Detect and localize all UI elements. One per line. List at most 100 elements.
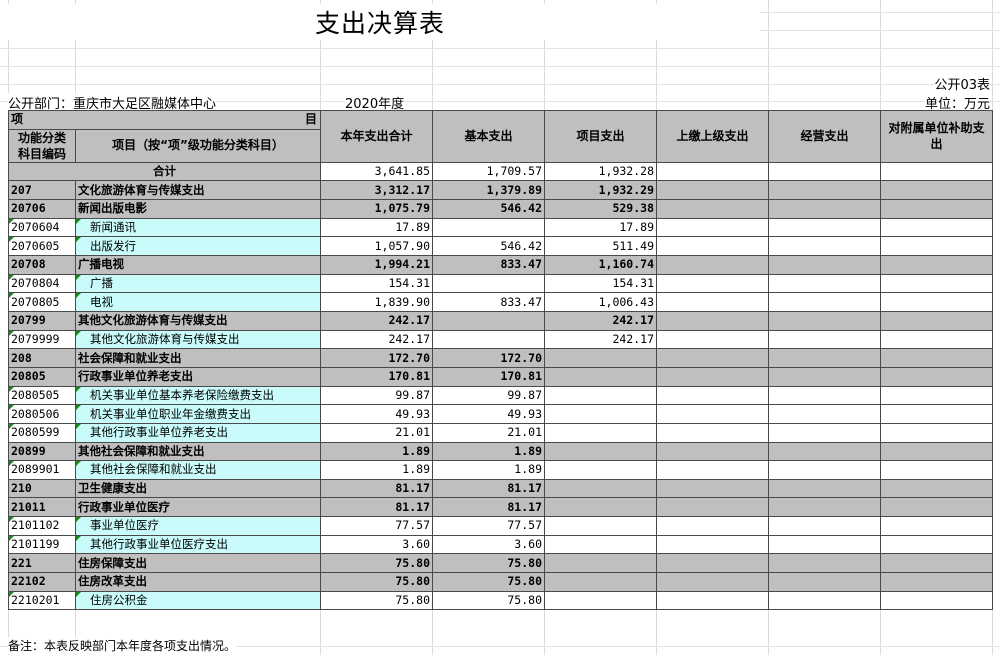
row-operating[interactable] — [768, 180, 881, 200]
row-remit-upper[interactable] — [656, 366, 769, 387]
row-project[interactable]: 1,932.29 — [544, 180, 657, 200]
row-subsidy[interactable] — [880, 590, 993, 611]
row-name[interactable]: 文化旅游体育与传媒支出 — [75, 180, 321, 200]
row-operating[interactable] — [768, 198, 881, 219]
row-project[interactable]: 1,160.74 — [544, 254, 657, 275]
row-total[interactable]: 75.80 — [320, 553, 433, 574]
row-subsidy[interactable] — [880, 366, 993, 387]
row-project[interactable] — [544, 366, 657, 387]
row-total[interactable]: 1,057.90 — [320, 236, 433, 256]
row-operating[interactable] — [768, 553, 881, 574]
row-basic[interactable] — [432, 217, 545, 238]
row-name[interactable]: 住房保障支出 — [75, 553, 321, 574]
col-header-code[interactable]: 功能分类科目编码 — [8, 128, 76, 163]
row-project[interactable] — [544, 348, 657, 368]
row-remit-upper[interactable] — [656, 348, 769, 368]
total-subsidy[interactable] — [880, 161, 993, 182]
row-total[interactable]: 81.17 — [320, 497, 433, 518]
row-code[interactable]: 2070604 — [8, 217, 76, 238]
total-project[interactable]: 1,932.28 — [544, 161, 657, 182]
row-name[interactable]: 机关事业单位职业年金缴费支出 — [75, 404, 321, 424]
row-total[interactable]: 49.93 — [320, 404, 433, 424]
row-code[interactable]: 20805 — [8, 366, 76, 387]
row-basic[interactable]: 1,379.89 — [432, 180, 545, 200]
row-name[interactable]: 新闻出版电影 — [75, 198, 321, 219]
row-remit-upper[interactable] — [656, 198, 769, 219]
row-code[interactable]: 2101199 — [8, 534, 76, 555]
row-operating[interactable] — [768, 460, 881, 480]
row-code[interactable]: 221 — [8, 553, 76, 574]
row-basic[interactable] — [432, 273, 545, 294]
row-total[interactable]: 1.89 — [320, 441, 433, 462]
row-subsidy[interactable] — [880, 553, 993, 574]
row-subsidy[interactable] — [880, 273, 993, 294]
row-remit-upper[interactable] — [656, 460, 769, 480]
row-total[interactable]: 81.17 — [320, 478, 433, 499]
row-remit-upper[interactable] — [656, 310, 769, 331]
row-remit-upper[interactable] — [656, 236, 769, 256]
row-operating[interactable] — [768, 478, 881, 499]
row-remit-upper[interactable] — [656, 534, 769, 555]
row-total[interactable]: 75.80 — [320, 590, 433, 611]
row-operating[interactable] — [768, 254, 881, 275]
total-remit-upper[interactable] — [656, 161, 769, 182]
row-total[interactable]: 77.57 — [320, 516, 433, 536]
row-subsidy[interactable] — [880, 516, 993, 536]
row-subsidy[interactable] — [880, 254, 993, 275]
row-operating[interactable] — [768, 366, 881, 387]
row-name[interactable]: 住房改革支出 — [75, 572, 321, 592]
col-header-remit-upper[interactable]: 上缴上级支出 — [656, 110, 769, 163]
row-code[interactable]: 2070605 — [8, 236, 76, 256]
row-code[interactable]: 2080505 — [8, 385, 76, 406]
row-name[interactable]: 行政事业单位养老支出 — [75, 366, 321, 387]
row-code[interactable]: 2070805 — [8, 292, 76, 312]
row-basic[interactable]: 833.47 — [432, 254, 545, 275]
row-remit-upper[interactable] — [656, 590, 769, 611]
row-project[interactable] — [544, 460, 657, 480]
row-operating[interactable] — [768, 590, 881, 611]
row-remit-upper[interactable] — [656, 422, 769, 443]
row-project[interactable] — [544, 516, 657, 536]
row-name[interactable]: 住房公积金 — [75, 590, 321, 611]
row-remit-upper[interactable] — [656, 273, 769, 294]
row-operating[interactable] — [768, 348, 881, 368]
row-subsidy[interactable] — [880, 385, 993, 406]
row-code[interactable]: 2070804 — [8, 273, 76, 294]
row-remit-upper[interactable] — [656, 441, 769, 462]
col-header-name[interactable]: 项目（按“项”级功能分类科目） — [75, 128, 321, 163]
row-total[interactable]: 75.80 — [320, 572, 433, 592]
row-remit-upper[interactable] — [656, 516, 769, 536]
row-code[interactable]: 208 — [8, 348, 76, 368]
row-remit-upper[interactable] — [656, 553, 769, 574]
row-subsidy[interactable] — [880, 478, 993, 499]
row-project[interactable] — [544, 497, 657, 518]
row-total[interactable]: 1.89 — [320, 460, 433, 480]
row-subsidy[interactable] — [880, 422, 993, 443]
row-subsidy[interactable] — [880, 441, 993, 462]
row-name[interactable]: 社会保障和就业支出 — [75, 348, 321, 368]
row-total[interactable]: 3.60 — [320, 534, 433, 555]
row-code[interactable]: 2089901 — [8, 460, 76, 480]
row-subsidy[interactable] — [880, 572, 993, 592]
row-basic[interactable]: 546.42 — [432, 198, 545, 219]
row-basic[interactable] — [432, 329, 545, 350]
row-name[interactable]: 广播 — [75, 273, 321, 294]
row-basic[interactable]: 75.80 — [432, 553, 545, 574]
row-project[interactable] — [544, 590, 657, 611]
row-operating[interactable] — [768, 404, 881, 424]
row-operating[interactable] — [768, 422, 881, 443]
row-basic[interactable]: 833.47 — [432, 292, 545, 312]
total-operating[interactable] — [768, 161, 881, 182]
row-total[interactable]: 17.89 — [320, 217, 433, 238]
row-code[interactable]: 21011 — [8, 497, 76, 518]
row-total[interactable]: 242.17 — [320, 329, 433, 350]
row-remit-upper[interactable] — [656, 404, 769, 424]
row-project[interactable] — [544, 553, 657, 574]
row-project[interactable] — [544, 441, 657, 462]
row-code[interactable]: 210 — [8, 478, 76, 499]
row-subsidy[interactable] — [880, 497, 993, 518]
row-name[interactable]: 其他行政事业单位医疗支出 — [75, 534, 321, 555]
row-total[interactable]: 170.81 — [320, 366, 433, 387]
row-name[interactable]: 其他文化旅游体育与传媒支出 — [75, 329, 321, 350]
row-basic[interactable]: 75.80 — [432, 572, 545, 592]
